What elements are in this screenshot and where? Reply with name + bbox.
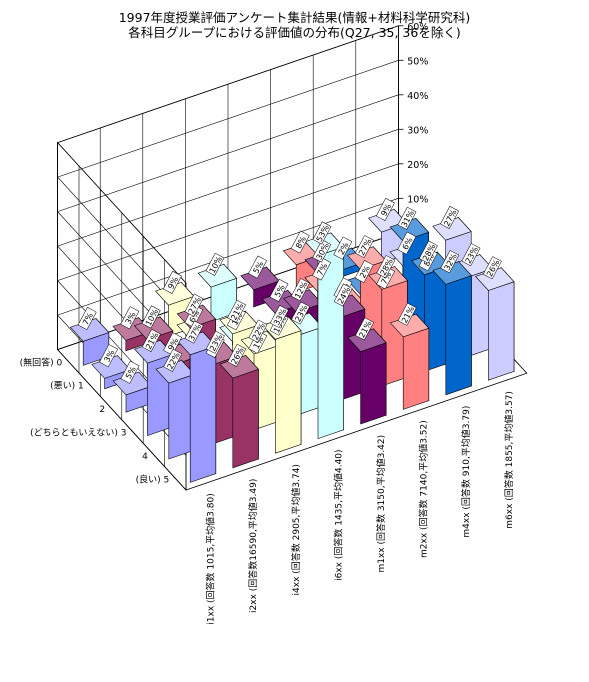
data-label-box [397, 302, 417, 326]
data-label-box [248, 319, 268, 343]
z-tick-label: 60% [407, 22, 428, 33]
z-tick-label: 10% [407, 194, 428, 205]
bar-front [402, 327, 430, 410]
chart-title-line1: 1997年度授業評価アンケート集計結果(情報+材料科学研究科) [118, 10, 471, 25]
data-label-box [248, 255, 268, 279]
data-label-box [354, 235, 374, 259]
data-label-box [291, 301, 311, 325]
bar [219, 354, 259, 469]
bar-front [275, 330, 302, 454]
data-label-box [333, 283, 353, 307]
bars [69, 208, 515, 483]
series-label: m1xx (回答数 3150,平均値3.42) [375, 435, 387, 573]
category-label: (悪い) 1 [50, 381, 84, 392]
series-label: i2xx (回答数16590,平均値3.49) [247, 479, 259, 613]
bar-front [488, 281, 515, 381]
series-label: m6xx (回答数 1855,平均値3.57) [503, 391, 515, 529]
bar-front [232, 368, 259, 469]
category-label: (良い) 5 [136, 473, 170, 485]
data-label-box [163, 348, 183, 372]
data-label-box [312, 239, 332, 263]
series-axis: i1xx (回答数 1015,平均値3.80) i2xx (回答数16590,平均… [205, 391, 515, 625]
data-label-box [290, 278, 310, 302]
series-label: m4xx (回答数 910,平均値3.79) [460, 406, 472, 538]
bar-front [189, 345, 217, 483]
data-label-box [312, 257, 332, 281]
z-tick-label: 50% [407, 56, 428, 67]
data-label-box [184, 320, 204, 344]
data-label-box [205, 330, 225, 354]
category-label: 4 [142, 452, 148, 462]
data-label-box [269, 305, 289, 329]
series-label: m2xx (回答数 7140,平均値3.52) [418, 420, 430, 558]
data-label-box [205, 252, 225, 276]
data-label-box [440, 205, 460, 229]
z-tick-label: 40% [407, 91, 428, 102]
data-label-box [333, 236, 353, 260]
z-tick-label: 30% [407, 125, 428, 136]
data-label-box [227, 299, 247, 323]
bar-front [360, 342, 387, 425]
data-label-box [440, 250, 460, 274]
data-label-box [376, 255, 396, 279]
data-label-box [141, 328, 161, 352]
data-label-box [77, 307, 97, 331]
z-tick-label: 20% [407, 160, 428, 171]
data-label-box [461, 243, 481, 267]
category-label: (どちらともいえない) 3 [30, 428, 126, 439]
data-label-box [375, 197, 395, 221]
category-label: 2 [99, 405, 105, 415]
data-label-box [397, 231, 417, 255]
data-label-box [184, 293, 204, 317]
data-label-box [120, 306, 140, 330]
data-label-box [482, 256, 502, 280]
data-label-box [418, 240, 438, 264]
data-label-box [227, 343, 247, 367]
series-label: i6xx (回答数 1435,平均値4.40) [332, 449, 344, 580]
data-label-box [312, 221, 332, 245]
data-label-box [355, 317, 375, 341]
data-label-box [354, 260, 374, 284]
category-label: (無回答) 0 [20, 356, 63, 368]
series-label: i4xx (回答数 2905,平均値3.74) [290, 464, 302, 595]
data-label-box [397, 206, 417, 230]
bar-front [445, 275, 472, 396]
bar [347, 328, 387, 425]
data-label-box [290, 230, 310, 254]
data-label-box [269, 278, 289, 302]
z-axis: 0%10%20%30%40%50%60% [397, 22, 428, 240]
data-label-box [99, 344, 119, 368]
data-label-box [120, 360, 140, 384]
data-label-box [141, 305, 161, 329]
data-label-box [163, 332, 183, 356]
chart-title-line2: 各科目グループにおける評価値の分布(Q27, 35, 36を除く) [128, 25, 461, 40]
series-label: i1xx (回答数 1015,平均値3.80) [205, 493, 217, 624]
data-label-box [162, 270, 182, 294]
bar [176, 331, 217, 483]
bar [475, 266, 515, 381]
category-axis: (良い) 5 4 (どちらともいえない) 3 2 (悪い) 1 (無回答) 0 [20, 356, 170, 485]
